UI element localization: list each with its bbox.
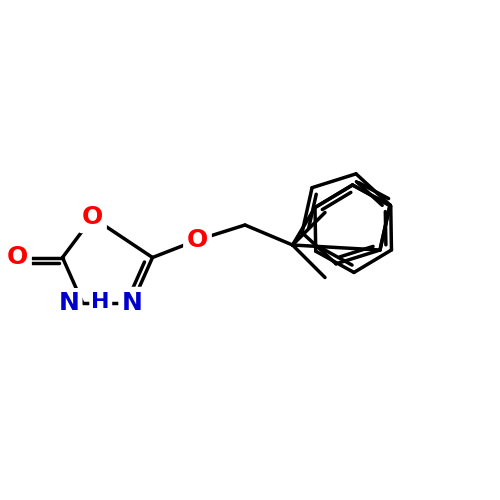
Text: N: N bbox=[122, 290, 143, 314]
Text: O: O bbox=[187, 228, 208, 252]
Text: O: O bbox=[82, 206, 103, 230]
Text: N: N bbox=[59, 290, 80, 314]
Text: H: H bbox=[92, 292, 110, 312]
Text: O: O bbox=[7, 246, 28, 270]
